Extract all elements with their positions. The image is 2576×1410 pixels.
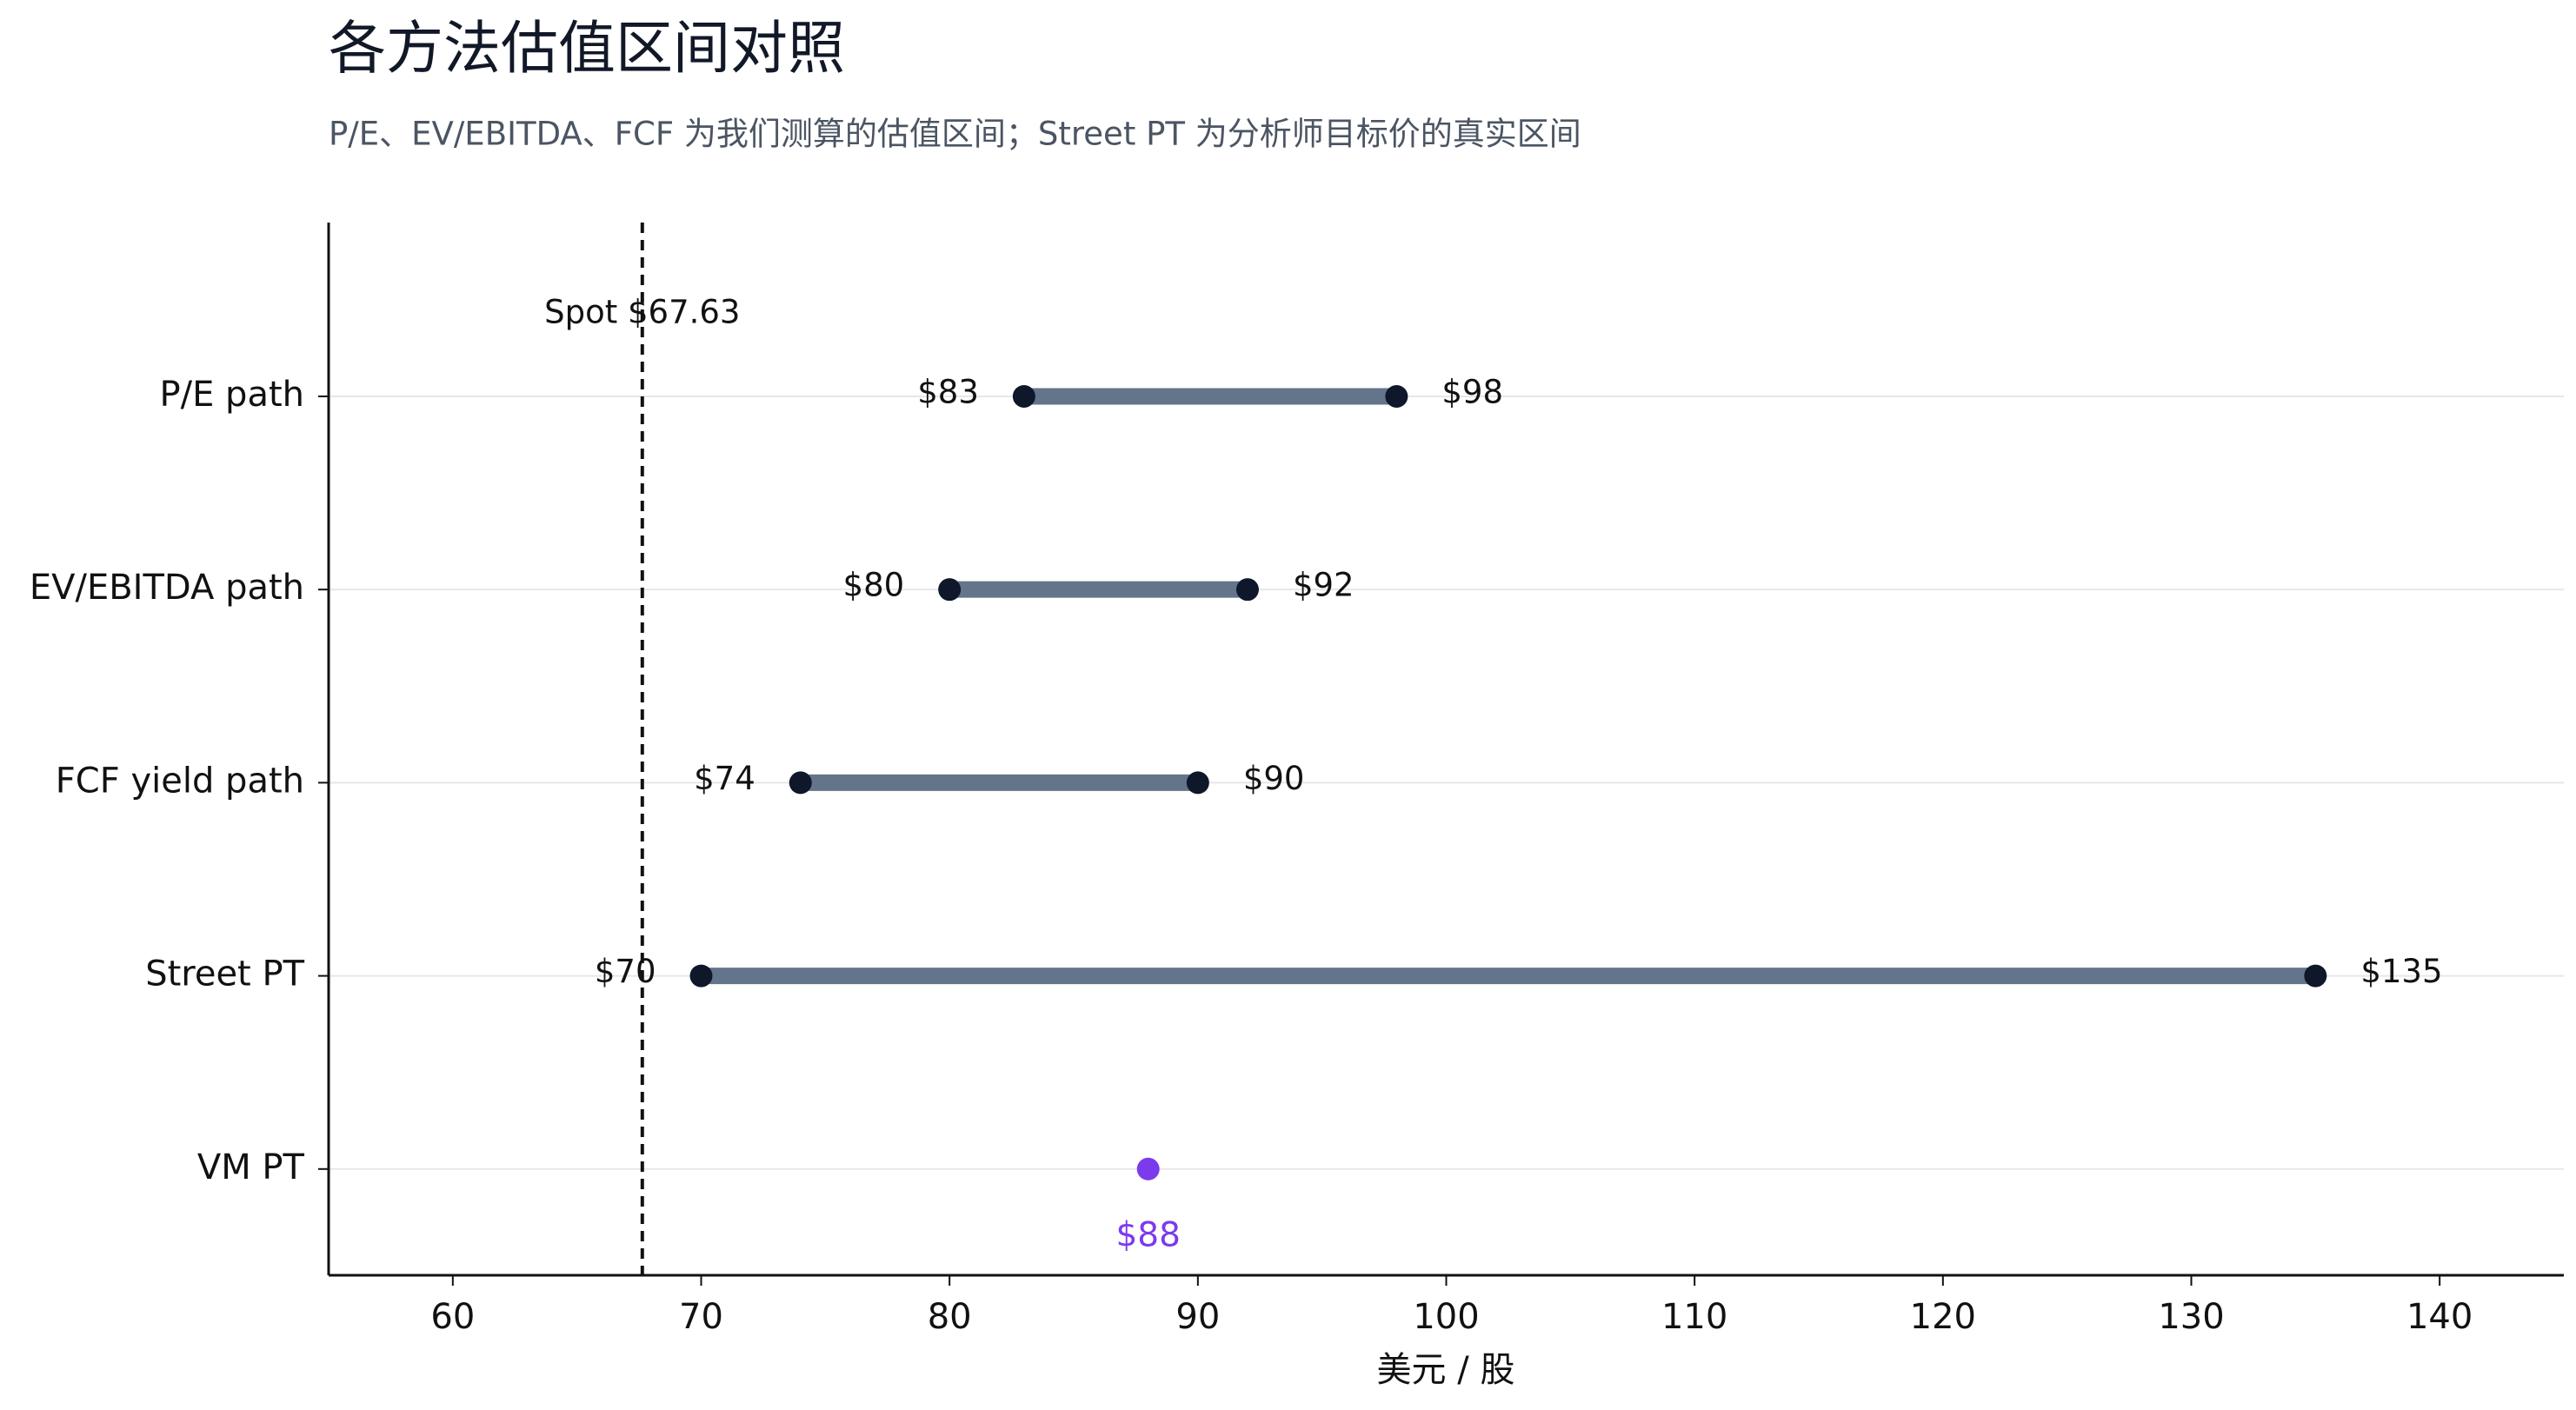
chart-subtitle: P/E、EV/EBITDA、FCF 为我们测算的估值区间；Street PT 为… [329,116,1581,153]
x-tick-label: 80 [928,1297,972,1337]
low-label: $70 [595,953,656,990]
y-tick-label: FCF yield path [56,761,304,801]
low-label: $80 [843,567,905,604]
chart-title: 各方法估值区间对照 [329,15,845,82]
high-label: $92 [1293,567,1355,604]
y-tick-label: VM PT [197,1147,305,1187]
low-label: $83 [917,373,979,410]
reference-label: Spot $67.63 [544,294,740,331]
x-tick-label: 120 [1910,1297,1976,1337]
x-tick-label: 140 [2406,1297,2473,1337]
x-axis-label: 美元 / 股 [1377,1350,1515,1390]
low-dot [938,578,962,602]
target-dot [1136,1157,1160,1181]
high-label: $90 [1243,760,1305,797]
x-tick-label: 60 [430,1297,475,1337]
y-tick-label: EV/EBITDA path [30,568,304,608]
low-dot [689,964,713,988]
low-dot [789,771,812,795]
high-dot [2304,964,2327,988]
low-dot [1012,384,1035,408]
x-tick-label: 100 [1413,1297,1479,1337]
high-dot [1235,578,1259,602]
high-dot [1385,384,1408,408]
y-tick-label: P/E path [159,375,304,415]
x-tick-label: 70 [679,1297,723,1337]
x-tick-label: 130 [2158,1297,2224,1337]
low-label: $74 [694,760,755,797]
high-label: $98 [1441,373,1503,410]
x-tick-label: 110 [1661,1297,1727,1337]
high-label: $135 [2360,953,2442,990]
high-dot [1186,771,1209,795]
x-tick-label: 90 [1175,1297,1220,1337]
target-label: $88 [1115,1215,1180,1254]
y-tick-label: Street PT [145,954,304,994]
